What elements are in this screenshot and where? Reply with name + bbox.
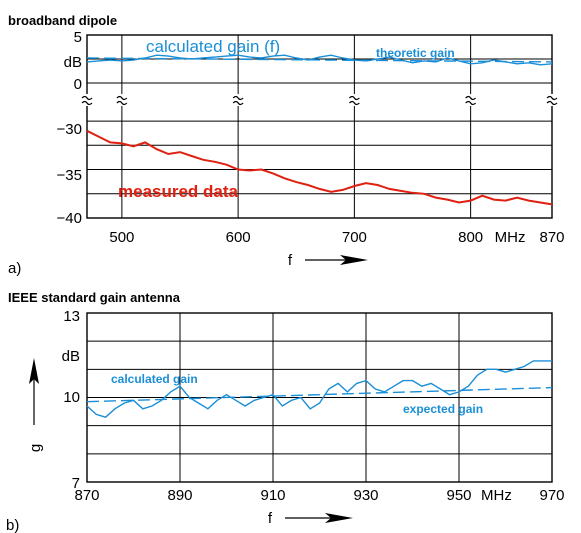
y-tick-lower-40: −40: [57, 210, 82, 227]
x-tick-800: 800: [458, 229, 483, 246]
y-tick-13: 13: [63, 308, 80, 325]
x-tick-700: 700: [342, 229, 367, 246]
series-line-calculated-gain-f: [86, 54, 553, 66]
series-line-measured-data: [86, 129, 553, 206]
title-a: broadband dipole: [8, 13, 117, 28]
series-label-calculated-gain: calculated gain: [111, 372, 198, 386]
axis-break-mark-0: [81, 95, 93, 106]
x-tick-600: 600: [226, 229, 251, 246]
y-tick-lower-30: −30: [57, 121, 82, 138]
axis-break-mark-2: [232, 95, 244, 106]
x-axis-label-a: f: [288, 252, 293, 269]
y-tick-10: 10: [63, 389, 80, 406]
x-axis-label-b: f: [268, 510, 273, 527]
x-unit-a: MHz: [495, 229, 526, 246]
x-tick-970: 970: [539, 487, 564, 504]
x-tick-890: 890: [167, 487, 192, 504]
x-tick-500: 500: [109, 229, 134, 246]
y-tick-upper-0: 0: [74, 76, 82, 93]
series-label-theoretic-gain: theoretic gain: [376, 46, 455, 60]
axis-break-mark-5: [546, 95, 558, 106]
axis-break-band: [81, 94, 560, 106]
y-axis-arrow-head-b: [29, 358, 39, 384]
x-tick-870: 870: [74, 487, 99, 504]
plot-frame-b: [86, 312, 553, 483]
y-unit-a: dB: [64, 54, 82, 71]
series-label-measured-data: measured data: [118, 182, 239, 201]
x-tick-910: 910: [260, 487, 285, 504]
y-tick-upper-5: 5: [74, 29, 82, 46]
x-axis-arrow-head-b: [325, 513, 353, 523]
axis-break-mark-1: [116, 95, 128, 106]
axis-break-mark-4: [465, 95, 477, 106]
x-tick-930: 930: [353, 487, 378, 504]
series-line-expected-gain: [86, 386, 553, 403]
series-line-theoretic-gain: [86, 57, 553, 63]
y-tick-7: 7: [72, 475, 80, 492]
x-unit-b: MHz: [481, 487, 512, 504]
panel-label-b: b): [6, 517, 19, 533]
y-unit-b: dB: [62, 348, 80, 365]
series-line-calculated-gain: [86, 360, 552, 418]
plot-frame-a: [86, 34, 553, 219]
y-axis-label-b: g: [27, 444, 44, 452]
x-tick-870: 870: [539, 229, 564, 246]
y-tick-lower-35: −35: [57, 167, 82, 184]
panel-label-a: a): [8, 260, 21, 277]
series-label-calculated-gain-f: calculated gain (f): [146, 37, 280, 56]
series-label-expected-gain: expected gain: [403, 402, 483, 416]
axis-break-mark-3: [348, 95, 360, 106]
title-b: IEEE standard gain antenna: [8, 290, 181, 305]
x-tick-950: 950: [446, 487, 471, 504]
x-axis-arrow-head-a: [340, 255, 368, 265]
